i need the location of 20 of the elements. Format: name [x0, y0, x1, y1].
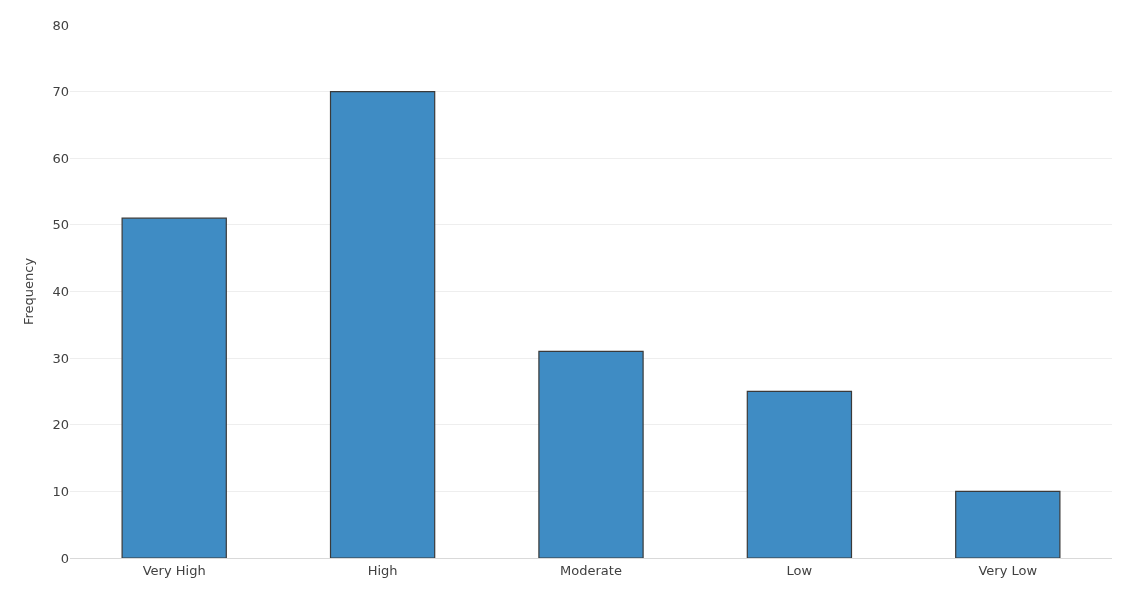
x-tick-label: Low: [786, 562, 813, 578]
bar: [746, 390, 853, 558]
y-tick-label: 20: [52, 417, 69, 433]
bar: [955, 490, 1061, 558]
bar: [121, 217, 227, 558]
x-tick-label: Very High: [142, 562, 206, 578]
x-tick-label: Moderate: [560, 562, 622, 578]
y-tick-label: 60: [52, 150, 69, 166]
bar: [329, 91, 436, 558]
y-tick-label: 10: [52, 483, 69, 499]
y-tick-label: 80: [52, 17, 69, 33]
y-tick-label: 0: [60, 550, 69, 566]
x-tick-label: High: [367, 562, 398, 578]
y-axis-title: Frequency: [21, 257, 37, 326]
y-tick-label: 50: [52, 217, 69, 233]
x-tick-label: Very Low: [978, 562, 1038, 578]
y-tick-label: 40: [52, 284, 69, 300]
y-tick-label: 70: [52, 84, 69, 100]
bar: [538, 350, 644, 558]
y-tick-label: 30: [52, 350, 69, 366]
